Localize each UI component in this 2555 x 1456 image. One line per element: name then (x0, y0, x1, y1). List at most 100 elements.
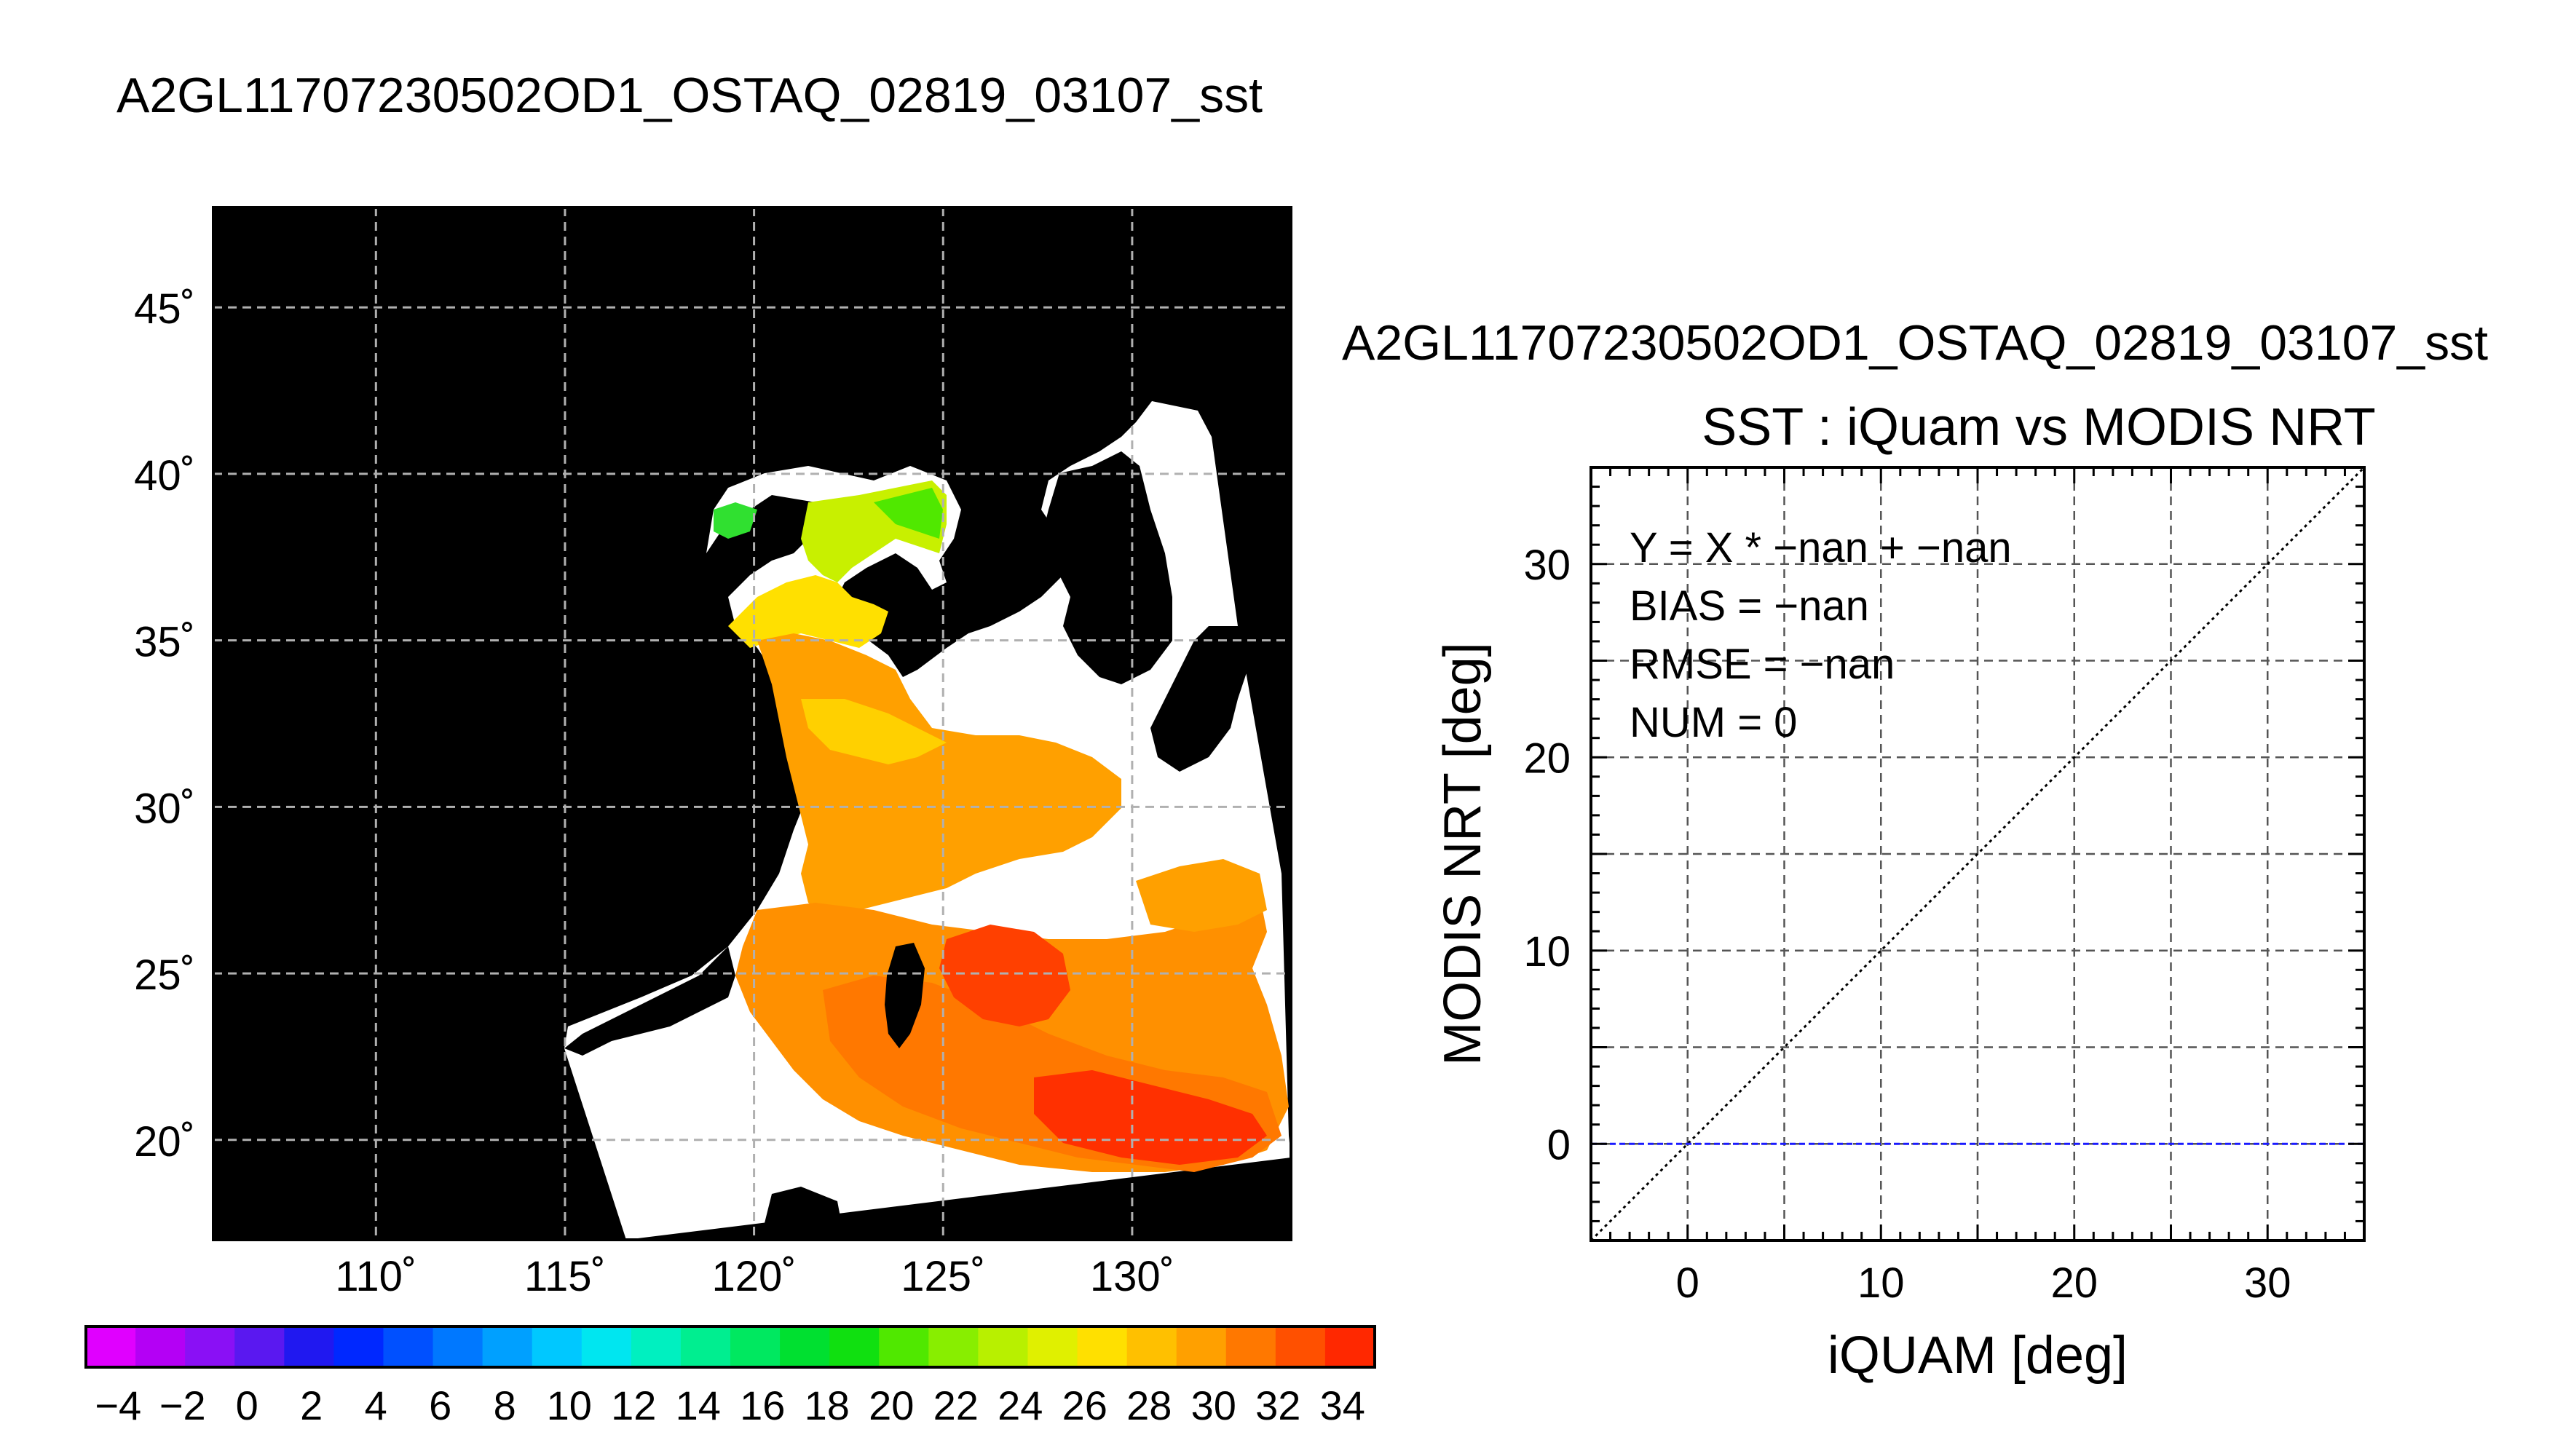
colorbar-tick-label: 22 (933, 1382, 979, 1428)
latitude-labels: 45˚ 40˚ 35˚ 30˚ 25˚ 20˚ (134, 285, 195, 1166)
colorbar-swatch (433, 1326, 483, 1367)
colorbar-swatch (532, 1326, 583, 1367)
colorbar-tick-label: 14 (676, 1382, 721, 1428)
x-tick-label: 20 (2050, 1259, 2098, 1307)
colorbar-swatch (1225, 1326, 1276, 1367)
longitude-labels: 110˚ 115˚ 120˚ 125˚ 130˚ (335, 1253, 1174, 1300)
colorbar-swatch (780, 1326, 830, 1367)
colorbar-tick-label: 8 (494, 1382, 516, 1428)
colorbar-tick-label: 12 (611, 1382, 656, 1428)
lon-tick-label: 115˚ (524, 1253, 606, 1300)
colorbar-swatch (730, 1326, 781, 1367)
map-frame (212, 206, 1292, 1241)
colorbar-frame (84, 1325, 1376, 1369)
colorbar-swatch (86, 1326, 136, 1367)
colorbar-tick-label: 26 (1062, 1382, 1107, 1428)
colorbar-swatch (383, 1326, 434, 1367)
japan-land (1150, 626, 1252, 772)
y-tick-label: 20 (1523, 735, 1571, 782)
colorbar-tick-label: −4 (95, 1382, 141, 1428)
scatter-title: SST : iQuam vs MODIS NRT (1702, 398, 2376, 456)
lat-tick-label: 45˚ (134, 285, 195, 333)
y-tick-label: 30 (1523, 542, 1571, 589)
lat-tick-label: 20˚ (134, 1118, 195, 1166)
luzon-land (765, 1187, 845, 1240)
colorbar-tick-label: 28 (1126, 1382, 1172, 1428)
sst-swath (564, 401, 1291, 1240)
east-warm-patch (1136, 859, 1267, 932)
colorbar-swatch (1077, 1326, 1128, 1367)
scatter-file-title: A2GL11707230502OD1_OSTAQ_02819_03107_sst (1342, 315, 2488, 371)
east-china-sea-yellow (801, 699, 947, 764)
colorbar-tick-label: 30 (1191, 1382, 1236, 1428)
map-grid (213, 207, 1291, 1240)
colorbar-tick-label: 6 (429, 1382, 451, 1428)
colorbar-swatch (234, 1326, 285, 1367)
colorbar-swatch (185, 1326, 235, 1367)
colorbar-swatch (1275, 1326, 1326, 1367)
stat-annotation: Y = X * −nan + −nan (1630, 524, 2012, 571)
bohai-green-west (714, 502, 757, 539)
colorbar-tick-label: 18 (805, 1382, 850, 1428)
lon-tick-label: 130˚ (1090, 1253, 1174, 1300)
colorbar (84, 1325, 1376, 1369)
colorbar-labels: −4 −2 0 2 4 6 8 10 12 14 16 18 20 22 24 26 28 30 32 34 (95, 1382, 1365, 1428)
x-tick-label: 10 (1857, 1259, 1905, 1307)
lat-tick-label: 30˚ (134, 785, 195, 832)
lat-tick-label: 35˚ (134, 619, 195, 666)
reference-lines (1591, 467, 2364, 1241)
colorbar-swatch (333, 1326, 384, 1367)
colorbar-swatch (978, 1326, 1028, 1367)
colorbar-swatch (1324, 1326, 1375, 1367)
plot-frame (1590, 466, 2366, 1242)
stats-annotations: Y = X * −nan + −nan BIAS = −nan RMSE = −na… (1630, 524, 2012, 746)
colorbar-swatch (879, 1326, 929, 1367)
colorbar-swatch (829, 1326, 880, 1367)
colorbar-swatch (135, 1326, 186, 1367)
colorbar-swatch (1176, 1326, 1227, 1367)
colorbar-swatch (581, 1326, 632, 1367)
y-tick-label: 0 (1547, 1121, 1571, 1168)
stat-annotation: BIAS = −nan (1630, 582, 1869, 630)
colorbar-tick-label: 20 (869, 1382, 914, 1428)
colorbar-tick-label: 0 (236, 1382, 258, 1428)
map-title: A2GL11707230502OD1_OSTAQ_02819_03107_sst (117, 68, 1263, 123)
yellow-sea-north (728, 575, 888, 648)
lat-tick-label: 40˚ (134, 452, 195, 499)
lon-tick-label: 120˚ (712, 1253, 797, 1300)
colorbar-tick-label: 16 (740, 1382, 785, 1428)
lat-tick-label: 25˚ (134, 951, 195, 999)
scatter-grid (1591, 467, 2364, 1241)
colorbar-swatch (928, 1326, 979, 1367)
colorbar-tick-label: 10 (547, 1382, 592, 1428)
y-axis-label: MODIS NRT [deg] (1434, 642, 1492, 1066)
colorbar-tick-label: 2 (300, 1382, 323, 1428)
colorbar-tick-label: 24 (998, 1382, 1043, 1428)
stat-annotation: RMSE = −nan (1630, 641, 1895, 688)
colorbar-tick-label: −2 (159, 1382, 206, 1428)
x-tick-label: 30 (2244, 1259, 2291, 1307)
colorbar-swatch (680, 1326, 731, 1367)
bohai-green (874, 488, 943, 539)
y-tick-labels: 0 10 20 30 (1523, 542, 1571, 1169)
stat-annotation: NUM = 0 (1630, 699, 1797, 746)
x-axis-label: iQUAM [deg] (1828, 1326, 2128, 1385)
x-tick-labels: 0 10 20 30 (1676, 1259, 2291, 1307)
lon-tick-label: 125˚ (901, 1253, 985, 1300)
one-to-one-line (1591, 467, 2364, 1241)
taiwan-land (885, 943, 925, 1048)
colorbar-tick-label: 4 (365, 1382, 387, 1428)
colorbar-swatch (482, 1326, 533, 1367)
warm-core-south (1034, 1070, 1267, 1165)
x-tick-label: 0 (1676, 1259, 1699, 1307)
korea-land (1041, 451, 1172, 684)
colorbar-tick-label: 32 (1255, 1382, 1300, 1428)
warm-core-east (939, 925, 1070, 1026)
colorbar-tick-label: 34 (1320, 1382, 1365, 1428)
colorbar-swatch (284, 1326, 334, 1367)
colorbar-swatch (1027, 1326, 1078, 1367)
colorbar-swatch (1126, 1326, 1177, 1367)
